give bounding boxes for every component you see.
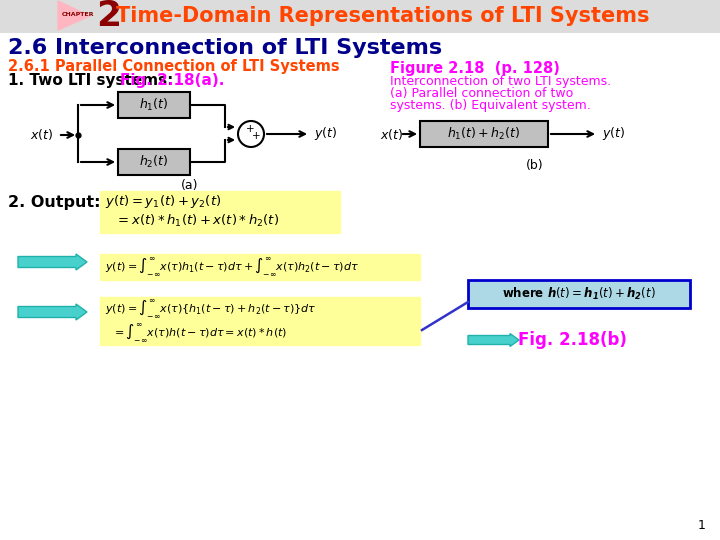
Bar	[100, 191, 340, 233]
FancyArrow shape	[468, 334, 519, 347]
Text: $h_2(t)$: $h_2(t)$	[139, 154, 168, 170]
Text: $y(t)=\int_{-\infty}^{\infty}x(\tau)h_1(t-\tau)d\tau+\int_{-\infty}^{\infty}x(\t: $y(t)=\int_{-\infty}^{\infty}x(\tau)h_1(…	[105, 256, 359, 278]
Text: CHAPTER: CHAPTER	[62, 11, 94, 17]
Bar	[100, 254, 420, 280]
Text: 2.6 Interconnection of LTI Systems: 2.6 Interconnection of LTI Systems	[8, 38, 442, 58]
Text: $y(t)$: $y(t)$	[314, 125, 337, 143]
Text: where $\bfit{h}$$(t) = \bfit{h}_1$$(t) + \bfit{h}_2$$(t)$: where $\bfit{h}$$(t) = \bfit{h}_1$$(t) +…	[502, 286, 656, 302]
Text: Figure 2.18  (p. 128): Figure 2.18 (p. 128)	[390, 60, 560, 76]
Bar	[100, 297, 420, 345]
Text: $h_1(t) + h_2(t)$: $h_1(t) + h_2(t)$	[447, 126, 521, 142]
Text: $y(t) = y_1(t) + y_2(t)$: $y(t) = y_1(t) + y_2(t)$	[105, 192, 221, 210]
Text: systems. (b) Equivalent system.: systems. (b) Equivalent system.	[390, 99, 590, 112]
Text: $h_1(t)$: $h_1(t)$	[139, 97, 168, 113]
Polygon shape	[58, 1, 90, 30]
Text: Fig. 2.18(a).: Fig. 2.18(a).	[120, 72, 225, 87]
Text: Fig. 2.18(b): Fig. 2.18(b)	[518, 331, 627, 349]
Bar	[118, 149, 190, 175]
Text: +: +	[252, 131, 261, 141]
Text: 2: 2	[96, 0, 121, 33]
Text: $x(t)$: $x(t)$	[380, 126, 403, 141]
Bar	[0, 0, 720, 33]
Text: $y(t)$: $y(t)$	[602, 125, 625, 143]
Text: +: +	[246, 124, 254, 134]
Circle shape	[238, 121, 264, 147]
Bar	[118, 92, 190, 118]
FancyArrow shape	[18, 254, 87, 270]
Text: $=\int_{-\infty}^{\infty}x(\tau)h(t-\tau)d\tau = x(t)*h(t)$: $=\int_{-\infty}^{\infty}x(\tau)h(t-\tau…	[112, 322, 287, 344]
Text: Interconnection of two LTI systems.: Interconnection of two LTI systems.	[390, 76, 611, 89]
Text: $y(t)=\int_{-\infty}^{\infty}x(\tau)\{h_1(t-\tau)+h_2(t-\tau)\}d\tau$: $y(t)=\int_{-\infty}^{\infty}x(\tau)\{h_…	[105, 298, 317, 320]
Text: 2. Output:: 2. Output:	[8, 194, 101, 210]
Text: 1: 1	[698, 519, 706, 532]
Text: (a): (a)	[181, 179, 199, 192]
Text: $x(t)$: $x(t)$	[30, 127, 53, 143]
Text: (a) Parallel connection of two: (a) Parallel connection of two	[390, 87, 573, 100]
Bar	[468, 280, 690, 308]
Bar	[420, 121, 548, 147]
Text: 1. Two LTI systems:: 1. Two LTI systems:	[8, 72, 179, 87]
Text: (b): (b)	[526, 159, 544, 172]
FancyArrow shape	[18, 304, 87, 320]
Text: 2.6.1 Parallel Connection of LTI Systems: 2.6.1 Parallel Connection of LTI Systems	[8, 58, 340, 73]
Text: $= x(t)*h_1(t) + x(t)*h_2(t)$: $= x(t)*h_1(t) + x(t)*h_2(t)$	[115, 213, 279, 229]
Text: Time-Domain Representations of LTI Systems: Time-Domain Representations of LTI Syste…	[116, 6, 649, 26]
